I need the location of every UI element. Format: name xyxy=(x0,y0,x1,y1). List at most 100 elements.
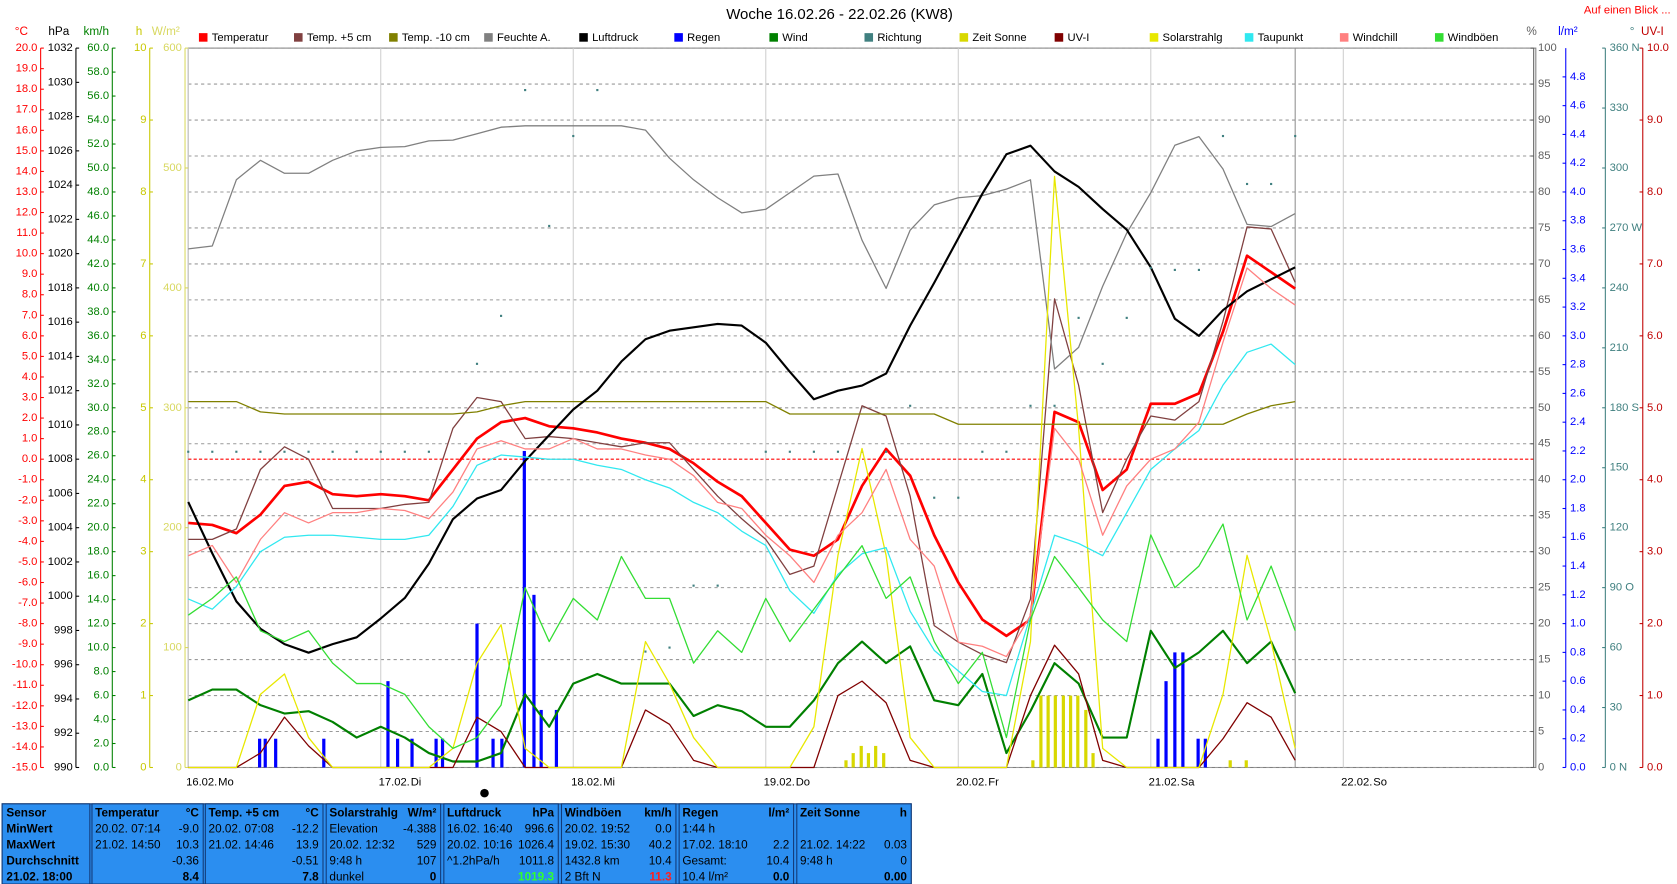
bar xyxy=(866,753,871,768)
cell-label: 19.02. 15:30 xyxy=(565,839,631,852)
overview-link[interactable]: Auf einen Blick ... xyxy=(1584,5,1671,17)
legend: Temperatur Temp. +5 cm Temp. -10 cm Feuchte… xyxy=(198,32,1498,44)
cell-label: ^1.2hPa/h xyxy=(447,855,500,868)
tick-label: 42.0 xyxy=(87,258,109,270)
tick-label: 20 xyxy=(1538,618,1550,630)
tick-label: 6.0 xyxy=(93,690,109,702)
tick-label: 0.0 xyxy=(1570,761,1586,773)
tick-label: 4.0 xyxy=(1570,186,1586,198)
tick-label: -1.0 xyxy=(18,474,37,486)
sensor-label: 21.02. 18:00 xyxy=(6,871,72,884)
bar xyxy=(554,709,559,768)
dot xyxy=(1245,182,1249,186)
tick-label: 90 O xyxy=(1610,582,1635,594)
cell-value: 0.0 xyxy=(773,871,790,884)
legend-label: Wind xyxy=(782,32,808,44)
table-column xyxy=(325,803,442,884)
cell-value: -0.51 xyxy=(292,855,319,868)
tick-label: 0 xyxy=(140,761,146,773)
cell-value: 1011.8 xyxy=(519,855,555,868)
tick-label: 1022 xyxy=(48,213,73,225)
column-unit: °C xyxy=(186,807,200,820)
dot xyxy=(860,450,864,453)
legend-label: Zeit Sonne xyxy=(972,32,1026,44)
column-unit: °C xyxy=(306,807,320,820)
tick-label: 4.0 xyxy=(1647,474,1663,486)
tick-label: 28.0 xyxy=(87,426,109,438)
weekday-label: So xyxy=(1373,776,1387,788)
tick-label: 1026 xyxy=(48,145,73,157)
tick-label: -7.0 xyxy=(18,597,37,609)
cell-value: 996.6 xyxy=(525,823,555,836)
tick-label: 990 xyxy=(54,761,73,773)
tick-label: 4.0 xyxy=(93,713,109,725)
tick-label: 55 xyxy=(1538,366,1550,378)
tick-label: 360 N xyxy=(1610,42,1640,54)
tick-label: 3.0 xyxy=(1647,546,1663,558)
bar xyxy=(322,738,326,768)
tick-label: 0.0 xyxy=(93,761,109,773)
x-tick-label: 21.02. xyxy=(1149,776,1180,788)
tick-label: 4 xyxy=(140,474,146,486)
tick-label: 14.0 xyxy=(16,165,38,177)
tick-label: 0.0 xyxy=(1647,761,1663,773)
tick-label: -15.0 xyxy=(12,761,38,773)
tick-label: 65 xyxy=(1538,294,1550,306)
tick-label: -5.0 xyxy=(18,556,37,568)
legend-label: Taupunkt xyxy=(1258,32,1304,44)
tick-label: 10 xyxy=(1538,690,1550,702)
x-tick-label: 17.02. xyxy=(379,776,410,788)
bar xyxy=(874,745,878,768)
axis-unit: W/m² xyxy=(152,25,180,38)
tick-label: 2.2 xyxy=(1570,445,1586,457)
axis-unit: UV-I xyxy=(1641,25,1664,38)
axis-unit: ° xyxy=(1630,25,1635,38)
chart-title: Woche 16.02.26 - 22.02.26 (KW8) xyxy=(726,6,953,23)
tick-label: 400 xyxy=(163,282,182,294)
cell-value: 10.4 xyxy=(766,855,789,868)
legend-swatch xyxy=(198,33,208,42)
tick-label: 5 xyxy=(1538,725,1544,737)
series xyxy=(187,88,1297,769)
dot xyxy=(909,404,912,407)
sensor-cell xyxy=(1,803,91,884)
cell-label: 9:48 h xyxy=(800,855,833,868)
tick-label: 300 xyxy=(1610,162,1629,174)
tick-label: 996 xyxy=(54,659,73,671)
tick-label: 95 xyxy=(1538,78,1550,90)
tick-label: 60 xyxy=(1538,330,1550,342)
tick-label: 210 xyxy=(1610,342,1629,354)
dot xyxy=(981,450,984,453)
tick-label: 30.0 xyxy=(87,402,109,414)
tick-label: 7 xyxy=(140,258,146,270)
table-column xyxy=(678,803,795,884)
tick-label: 2 xyxy=(140,618,146,630)
dot xyxy=(1005,450,1008,453)
column-title: Temperatur xyxy=(95,807,159,820)
tick-label: 4.6 xyxy=(1570,100,1586,112)
bar xyxy=(1203,738,1207,768)
dot xyxy=(379,450,382,453)
x-tick-label: 20.02. xyxy=(956,776,987,788)
cell-label: 9:48 h xyxy=(329,855,362,868)
tick-label: 5 xyxy=(140,402,146,414)
series-line xyxy=(187,629,1297,763)
tick-label: 16.0 xyxy=(16,124,38,136)
cell-label: 16.02. 16:40 xyxy=(447,823,513,836)
tick-label: 1002 xyxy=(48,556,73,568)
tick-label: 18.0 xyxy=(16,83,38,95)
bar xyxy=(1084,709,1088,768)
tick-label: 1.2 xyxy=(1570,589,1586,601)
dot xyxy=(644,650,647,653)
dot xyxy=(812,450,815,453)
tick-label: 1016 xyxy=(48,316,73,328)
series-line xyxy=(187,267,1296,658)
series-line xyxy=(188,175,1296,769)
cell-value: 0 xyxy=(900,855,907,868)
weekday-label: Sa xyxy=(1181,776,1195,788)
bar xyxy=(1076,695,1080,768)
column-unit: hPa xyxy=(532,807,554,820)
tick-label: 38.0 xyxy=(87,306,109,318)
table-column xyxy=(560,803,677,884)
tick-label: 60.0 xyxy=(87,42,109,54)
